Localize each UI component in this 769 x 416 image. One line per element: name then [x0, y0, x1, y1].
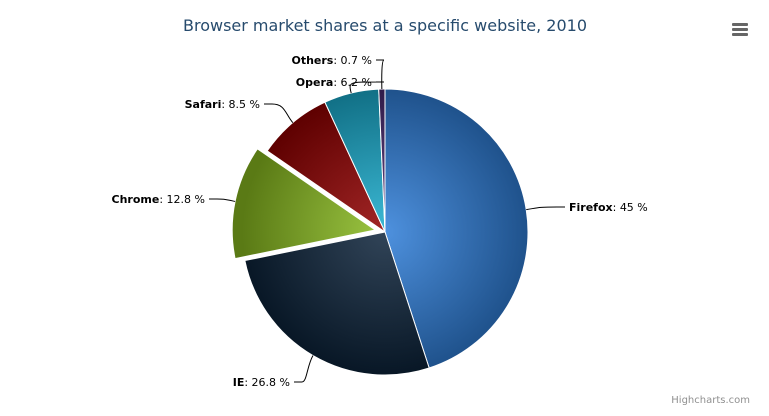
label-connector [209, 198, 236, 202]
label-connector [264, 103, 294, 124]
data-label-value: 6.2 % [341, 76, 372, 89]
data-label-opera: Opera: 6.2 % [296, 76, 372, 89]
data-label-ie: IE: 26.8 % [233, 376, 290, 389]
data-label-sep: : [244, 376, 251, 389]
pie-slice-ie[interactable] [244, 231, 430, 376]
data-label-sep: : [333, 54, 340, 67]
data-label-name: Others [291, 54, 333, 67]
data-label-name: Chrome [112, 193, 160, 206]
data-label-sep: : [159, 193, 166, 206]
data-label-sep: : [333, 76, 340, 89]
data-label-firefox: Firefox: 45 % [569, 201, 648, 214]
data-label-name: Opera [296, 76, 334, 89]
data-label-safari: Safari: 8.5 % [185, 98, 260, 111]
credits-link[interactable]: Highcharts.com [671, 395, 750, 406]
chart-title: Browser market shares at a specific webs… [183, 16, 587, 35]
data-label-name: IE [233, 376, 245, 389]
label-connector [376, 59, 385, 90]
label-connector [526, 206, 565, 211]
pie-slice-firefox[interactable] [384, 88, 529, 369]
data-label-value: 45 % [620, 201, 648, 214]
data-label-name: Safari [185, 98, 222, 111]
data-label-value: 26.8 % [252, 376, 290, 389]
data-label-value: 0.7 % [341, 54, 372, 67]
data-label-chrome: Chrome: 12.8 % [112, 193, 205, 206]
data-label-value: 8.5 % [229, 98, 260, 111]
label-connector [294, 355, 314, 383]
data-label-sep: : [613, 201, 620, 214]
data-label-value: 12.8 % [167, 193, 205, 206]
data-label-others: Others: 0.7 % [291, 54, 372, 67]
data-label-sep: : [221, 98, 228, 111]
label-connector [349, 81, 385, 94]
data-label-name: Firefox [569, 201, 613, 214]
menu-icon[interactable] [728, 17, 752, 39]
pie-slice-others[interactable] [378, 88, 386, 233]
